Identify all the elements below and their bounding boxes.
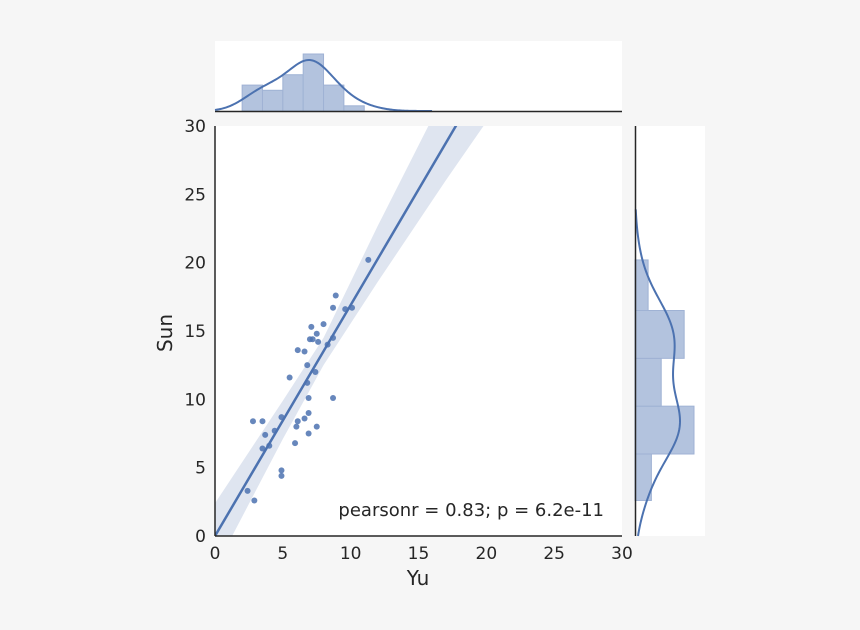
scatter-point	[244, 487, 251, 494]
scatter-point	[305, 394, 312, 401]
scatter-point	[278, 414, 285, 421]
scatter-point	[304, 379, 311, 386]
scatter-point	[294, 418, 301, 425]
scatter-point	[262, 431, 269, 438]
scatter-point	[301, 415, 308, 422]
scatter-point	[324, 341, 331, 348]
x-hist-bar	[323, 84, 345, 112]
y-hist-bar	[634, 259, 649, 311]
scatter-point	[305, 430, 312, 437]
x-tick-label: 30	[611, 544, 633, 564]
scatter-point	[266, 442, 273, 449]
scatter-point	[259, 445, 266, 452]
y-hist-bar	[634, 357, 662, 407]
scatter-point	[249, 418, 256, 425]
scatter-point	[330, 304, 337, 311]
x-tick-label: 15	[408, 544, 430, 564]
scatter-point	[330, 334, 337, 341]
y-tick-label: 20	[184, 254, 206, 274]
y-tick-label: 0	[195, 527, 206, 547]
y-tick-label: 10	[184, 390, 206, 410]
scatter-point	[293, 423, 300, 430]
scatter-point	[251, 497, 258, 504]
x-tick-label: 20	[476, 544, 498, 564]
scatter-point	[304, 362, 311, 369]
x-tick-label: 5	[277, 544, 288, 564]
y-hist-bar	[634, 310, 685, 359]
top-marginal-histogram	[214, 53, 433, 112]
scatter-point	[342, 306, 349, 313]
y-kde-curve	[634, 209, 682, 537]
scatter-point	[305, 410, 312, 416]
confidence-band	[215, 126, 484, 536]
x-tick-label: 25	[543, 544, 565, 564]
scatter-point	[309, 336, 316, 343]
scatter-point	[312, 369, 319, 375]
scatter-point	[278, 472, 285, 479]
scatter-point	[365, 256, 372, 263]
ci-band-area	[215, 126, 484, 536]
x-axis-label: Yu	[406, 566, 430, 590]
x-hist-bar	[282, 74, 304, 112]
scatter-point	[313, 423, 320, 430]
scatter-point	[278, 467, 285, 474]
y-tick-label: 30	[184, 117, 206, 137]
scatter-point	[330, 394, 337, 401]
scatter-point	[259, 418, 266, 425]
x-axis-ticks: 0 5 10 15 20 25 30	[210, 544, 633, 564]
regression-line	[215, 126, 458, 536]
y-hist-bar	[634, 405, 695, 455]
x-hist-bar	[302, 53, 325, 112]
scatter-point	[320, 321, 327, 328]
y-tick-label: 15	[184, 322, 206, 342]
y-axis-label: Sun	[153, 314, 177, 352]
scatter-point	[349, 304, 356, 311]
x-hist-bar	[261, 89, 284, 112]
right-marginal-histogram	[634, 209, 695, 537]
x-kde-curve	[214, 58, 433, 112]
x-hist-bar	[343, 105, 365, 112]
x-tick-label: 10	[340, 544, 362, 564]
scatter-point	[313, 330, 320, 337]
scatter-point	[315, 338, 322, 345]
scatter-points	[244, 256, 372, 504]
scatter-point	[294, 347, 301, 354]
scatter-point	[271, 427, 278, 434]
scatter-point	[286, 374, 293, 381]
y-tick-label: 25	[184, 185, 206, 205]
scatter-point	[292, 440, 299, 447]
scatter-point	[308, 323, 315, 330]
scatter-point	[332, 292, 339, 299]
scatter-point	[301, 348, 308, 355]
regression-fit-line	[215, 126, 458, 536]
x-tick-label: 0	[210, 544, 221, 564]
stats-annotation: pearsonr = 0.83; p = 6.2e-11	[338, 500, 604, 521]
y-axis-ticks: 0 5 10 15 20 25 30	[184, 117, 206, 547]
y-tick-label: 5	[195, 459, 206, 479]
